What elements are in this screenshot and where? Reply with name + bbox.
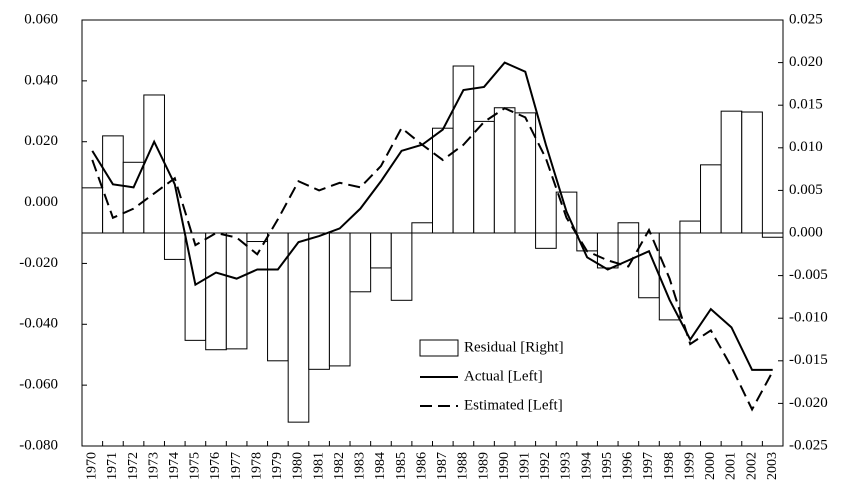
x-tick-label: 1991 (517, 452, 532, 480)
x-tick-label: 1972 (126, 452, 141, 480)
bar (287, 232, 310, 423)
bar (473, 120, 495, 234)
x-tick-label: 1994 (579, 452, 594, 480)
x-tick-label: 1988 (456, 452, 471, 480)
bar (535, 232, 557, 249)
x-tick-label: 2001 (724, 452, 739, 480)
y2-tick-label: 0.000 (789, 224, 823, 240)
x-tick-label: 1995 (600, 452, 615, 480)
y2-tick-label: -0.025 (789, 437, 828, 453)
bar (328, 232, 351, 367)
x-tick-label: 2000 (703, 452, 718, 480)
x-tick-label: 1990 (497, 452, 512, 480)
y2-tick-label: 0.020 (789, 54, 823, 70)
bar (205, 232, 227, 351)
bar (143, 94, 165, 234)
bar (493, 107, 516, 234)
y-tick-label: 0.060 (24, 11, 58, 27)
bar (617, 222, 640, 234)
x-tick-label: 1983 (353, 452, 368, 480)
line (91, 61, 773, 371)
x-tick-label: 1982 (332, 452, 347, 480)
y-tick-label: 0.000 (24, 194, 58, 210)
x-tick-label: 1978 (249, 452, 264, 480)
bar (741, 111, 763, 234)
bar (81, 187, 104, 234)
y-tick-label: -0.040 (19, 316, 58, 332)
x-tick-label: 1977 (229, 452, 244, 480)
bar (390, 232, 413, 301)
x-tick-label: 1987 (435, 452, 450, 480)
x-tick-label: 1986 (414, 452, 429, 480)
x-tick-label: 1996 (621, 452, 636, 480)
x-tick-label: 1993 (559, 452, 574, 480)
legend-label: Estimated [Left] (464, 397, 563, 413)
y-tick-label: 0.020 (24, 133, 58, 149)
x-tick-label: 1973 (146, 452, 161, 480)
y-tick-label: -0.060 (19, 377, 58, 393)
bar (761, 232, 784, 238)
bar (411, 222, 434, 234)
x-tick-label: 1992 (538, 452, 553, 480)
y2-tick-label: 0.005 (789, 182, 823, 198)
x-tick-label: 1981 (311, 452, 326, 480)
bar (163, 232, 186, 260)
x-tick-label: 1997 (641, 452, 656, 480)
bar (308, 232, 330, 370)
y2-tick-label: 0.010 (789, 139, 823, 155)
y-tick-label: 0.040 (24, 72, 58, 88)
x-tick-label: 1999 (682, 452, 697, 480)
x-tick-label: 1970 (85, 452, 100, 480)
bar (679, 220, 702, 234)
bar (720, 110, 743, 234)
y2-tick-label: -0.015 (789, 352, 828, 368)
legend-swatch (419, 339, 459, 357)
legend-label: Residual [Right] (464, 339, 564, 355)
y2-tick-label: 0.015 (789, 97, 823, 113)
bar (349, 232, 372, 293)
bar (225, 232, 248, 350)
line (91, 107, 774, 412)
bar (370, 232, 392, 269)
x-tick-label: 1998 (662, 452, 677, 480)
y-tick-label: -0.020 (19, 255, 58, 271)
x-tick-label: 2003 (765, 452, 780, 480)
x-tick-label: 1989 (476, 452, 491, 480)
y2-tick-label: -0.005 (789, 267, 828, 283)
x-tick-label: 1975 (188, 452, 203, 480)
x-tick-label: 1980 (291, 452, 306, 480)
x-tick-label: 1971 (105, 452, 120, 480)
y2-tick-label: -0.020 (789, 395, 828, 411)
x-tick-label: 1976 (208, 452, 223, 480)
legend-label: Actual [Left] (464, 368, 543, 384)
x-tick-label: 1985 (394, 452, 409, 480)
x-tick-label: 2002 (744, 452, 759, 480)
bar (267, 232, 289, 362)
bar (700, 164, 722, 234)
y-tick-label: -0.080 (19, 437, 58, 453)
bar (432, 127, 454, 234)
x-tick-label: 1974 (167, 452, 182, 480)
x-tick-label: 1979 (270, 452, 285, 480)
y2-tick-label: -0.010 (789, 310, 828, 326)
y2-tick-label: 0.025 (789, 11, 823, 27)
x-tick-label: 1984 (373, 452, 388, 480)
